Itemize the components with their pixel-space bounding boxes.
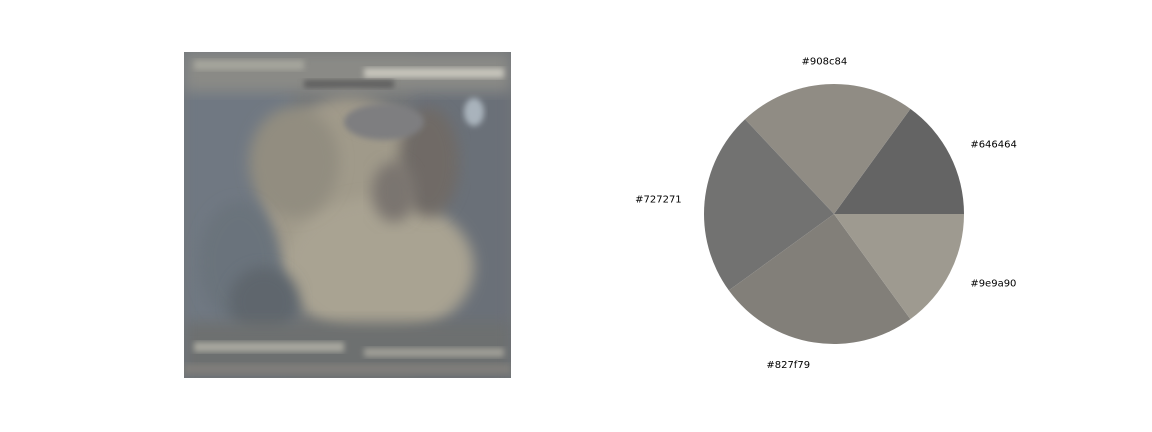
pie-slice bbox=[704, 119, 834, 291]
pie-slice-label: #727271 bbox=[635, 195, 682, 206]
pie-slice-label: #9e9a90 bbox=[970, 278, 1016, 289]
pie-slice-label: #827f79 bbox=[766, 360, 810, 371]
color-pie-chart: #646464 #908c84 #727271 #827f79 #9e9a90 bbox=[600, 40, 1080, 390]
pie-slice bbox=[834, 214, 964, 320]
pie-slice bbox=[728, 214, 911, 344]
pie-chart-svg: #646464 #908c84 #727271 #827f79 #9e9a90 bbox=[635, 56, 1017, 371]
pie-slice bbox=[834, 108, 964, 214]
photo-thumbnail bbox=[184, 52, 511, 378]
pie-slice bbox=[745, 84, 911, 215]
pie-slice-label: #908c84 bbox=[802, 56, 848, 67]
pie-slice-label: #646464 bbox=[970, 140, 1017, 151]
photo-image bbox=[184, 52, 511, 378]
